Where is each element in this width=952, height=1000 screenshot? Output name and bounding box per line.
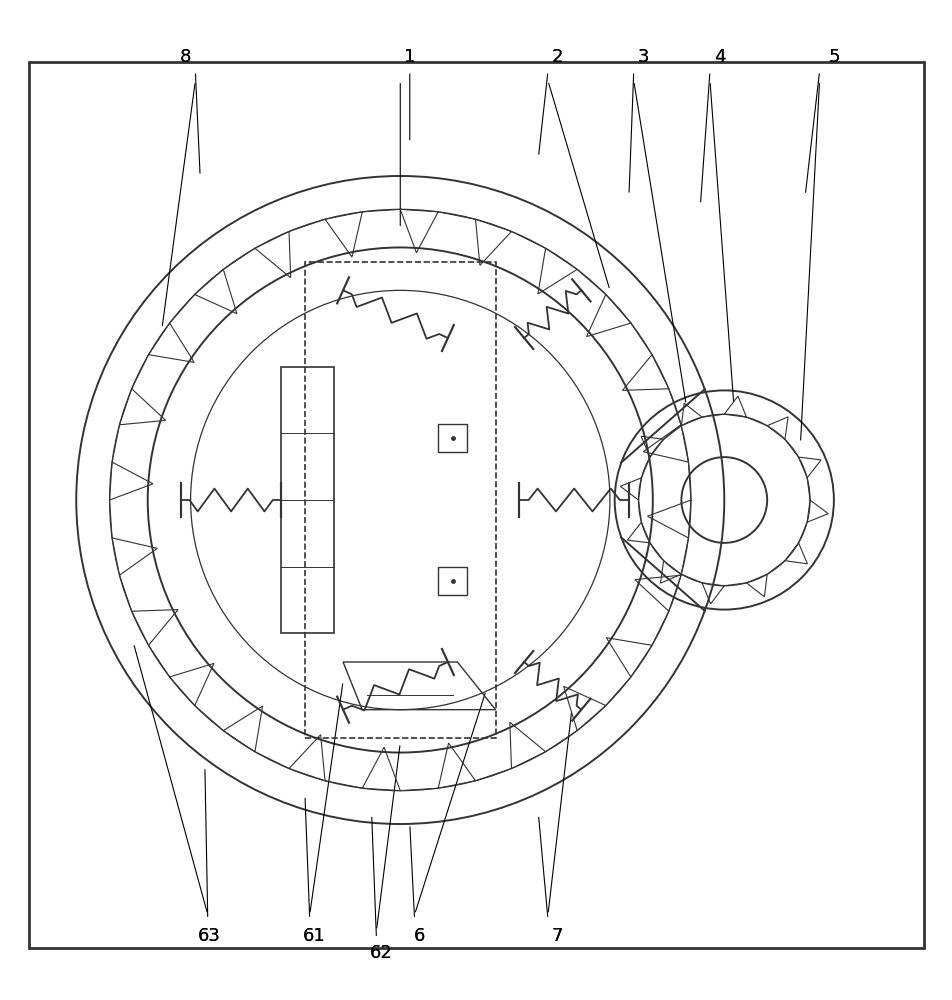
Text: 7: 7 — [551, 927, 563, 945]
Text: 1: 1 — [404, 48, 415, 66]
Text: 63: 63 — [198, 927, 221, 945]
Text: 1: 1 — [404, 48, 415, 66]
Bar — [305, 262, 495, 738]
Text: 61: 61 — [303, 927, 326, 945]
Text: 4: 4 — [713, 48, 724, 66]
Text: 2: 2 — [551, 48, 563, 66]
Bar — [281, 367, 333, 633]
Text: 5: 5 — [827, 48, 839, 66]
Text: 3: 3 — [637, 48, 648, 66]
Text: 62: 62 — [369, 944, 392, 962]
Text: 61: 61 — [303, 927, 326, 945]
Text: 63: 63 — [198, 927, 221, 945]
Text: 62: 62 — [369, 944, 392, 962]
Text: 5: 5 — [827, 48, 839, 66]
Text: 3: 3 — [637, 48, 648, 66]
Text: 6: 6 — [413, 927, 425, 945]
Text: 4: 4 — [713, 48, 724, 66]
Bar — [438, 567, 466, 595]
Text: 2: 2 — [551, 48, 563, 66]
Text: 7: 7 — [551, 927, 563, 945]
Text: 6: 6 — [413, 927, 425, 945]
Text: 8: 8 — [180, 48, 191, 66]
Bar — [438, 424, 466, 452]
Text: 8: 8 — [180, 48, 191, 66]
